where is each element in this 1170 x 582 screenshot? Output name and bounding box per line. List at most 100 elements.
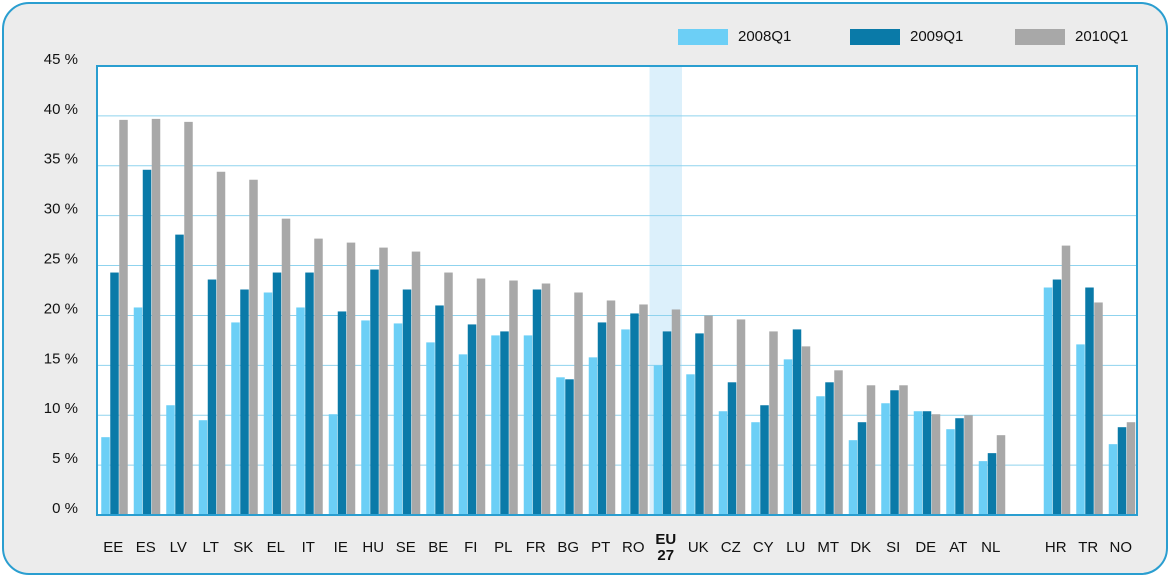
bar <box>467 324 477 515</box>
bar <box>857 422 867 515</box>
x-tick-label: IT <box>302 539 315 556</box>
bar <box>704 315 713 515</box>
bar <box>133 307 143 515</box>
bar <box>671 309 681 515</box>
x-tick-label: ES <box>136 539 156 556</box>
bar <box>272 272 282 515</box>
bar <box>639 304 648 515</box>
x-tick-label: DE <box>915 539 936 556</box>
legend-swatch <box>678 29 728 45</box>
bar <box>1052 279 1062 515</box>
bar <box>792 329 802 515</box>
bar <box>281 218 291 515</box>
x-tick-label: RO <box>622 539 645 556</box>
bar <box>184 121 193 516</box>
bar <box>964 415 973 515</box>
x-tick-label: SK <box>233 539 253 556</box>
bar <box>402 289 412 515</box>
bar <box>922 411 932 515</box>
y-tick-label: 15 % <box>44 350 78 367</box>
bar <box>1043 287 1053 515</box>
bar <box>198 420 208 515</box>
bar <box>834 370 843 515</box>
bar <box>314 238 323 516</box>
bar <box>231 322 240 515</box>
bar <box>249 179 258 515</box>
bar <box>686 374 695 515</box>
legend-label: 2009Q1 <box>910 28 963 45</box>
bar <box>955 418 964 515</box>
x-tick-label: CZ <box>721 539 741 556</box>
bar <box>411 251 421 515</box>
x-tick-label: IE <box>334 539 348 556</box>
x-tick-label: NL <box>981 539 1000 556</box>
bar <box>1085 287 1094 515</box>
bar <box>500 331 509 515</box>
bar <box>207 279 217 515</box>
bar <box>175 234 184 515</box>
plot-border <box>96 65 1138 516</box>
bar <box>305 272 314 515</box>
bar <box>444 272 453 515</box>
bar <box>1061 245 1071 515</box>
bar <box>263 292 273 515</box>
x-tick-label: BE <box>428 539 448 556</box>
x-tick-label: EL <box>267 539 285 556</box>
x-tick-label: LT <box>203 539 219 556</box>
x-tick-label: NO <box>1110 539 1133 556</box>
x-tick-label: AT <box>949 539 967 556</box>
bar <box>361 320 370 515</box>
bar <box>458 354 468 515</box>
bar <box>296 307 305 515</box>
bar <box>987 453 997 515</box>
x-tick-label: LU <box>786 539 805 556</box>
y-tick-label: 35 % <box>44 151 78 168</box>
bar <box>736 319 746 515</box>
y-tick-label: 25 % <box>44 251 78 268</box>
bar <box>653 365 663 515</box>
bar <box>801 346 811 515</box>
x-tick-label: EE <box>103 539 123 556</box>
legend-label: 2008Q1 <box>738 28 791 45</box>
bar <box>848 440 858 515</box>
legend-swatch <box>1015 29 1065 45</box>
bar <box>913 411 923 515</box>
bar <box>946 429 955 515</box>
bar <box>597 322 607 515</box>
bar <box>760 405 769 515</box>
bar <box>1108 444 1118 515</box>
bar <box>695 333 704 515</box>
bar <box>426 342 435 515</box>
x-tick-label: SE <box>396 539 416 556</box>
bar <box>718 411 728 515</box>
x-tick-label: EU 27 <box>655 531 676 564</box>
bar <box>1117 427 1127 515</box>
bar <box>346 242 356 515</box>
x-tick-label: BG <box>557 539 579 556</box>
bar <box>662 331 672 515</box>
bar <box>816 396 825 515</box>
bar <box>621 329 630 515</box>
bar <box>881 403 890 515</box>
bar <box>630 313 639 515</box>
bar <box>509 280 518 515</box>
x-tick-label: PL <box>494 539 512 556</box>
bar <box>216 171 226 515</box>
y-tick-label: 5 % <box>52 450 78 467</box>
bar <box>101 437 110 515</box>
x-tick-label: MT <box>817 539 839 556</box>
bar <box>574 292 583 515</box>
bar <box>151 118 161 515</box>
bar <box>1126 422 1136 515</box>
y-tick-label: 10 % <box>44 400 78 417</box>
x-tick-label: FR <box>526 539 546 556</box>
bar <box>606 300 616 515</box>
bar <box>166 405 175 515</box>
bar <box>783 359 793 515</box>
bar <box>476 278 486 515</box>
bar <box>978 461 988 515</box>
bar <box>523 335 533 515</box>
bar <box>565 379 574 515</box>
bar <box>435 305 444 515</box>
